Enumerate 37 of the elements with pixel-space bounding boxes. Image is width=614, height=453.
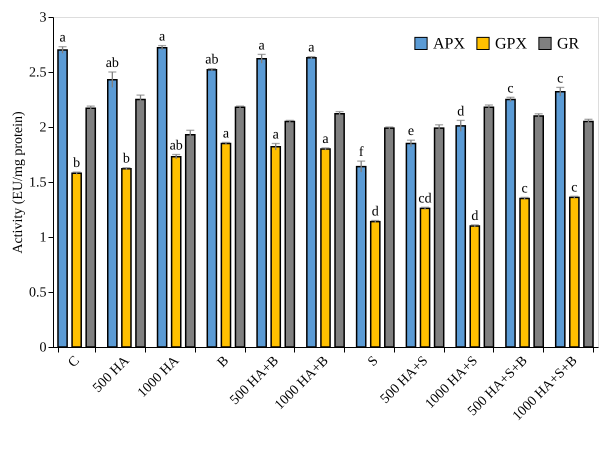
data-label: e (408, 124, 414, 140)
data-label: b (73, 156, 80, 172)
legend-label: GPX (495, 35, 528, 52)
y-tick-label: 1 (40, 230, 46, 246)
x-tick-label: B (214, 354, 232, 371)
data-label: f (358, 145, 364, 160)
data-label: d (457, 104, 464, 120)
data-label: ab (205, 52, 218, 68)
data-label: ab (170, 138, 183, 154)
data-label: d (471, 208, 478, 224)
legend-label: APX (433, 35, 466, 52)
data-label: a (222, 126, 230, 142)
data-label: b (122, 152, 130, 167)
data-label: a (308, 40, 316, 56)
data-label: a (59, 30, 66, 46)
data-label: a (258, 38, 266, 54)
x-tick-label: 500 HA (90, 352, 134, 396)
y-axis-title: Activity (EU/mg protein) (11, 111, 26, 254)
y-tick-label: 0 (40, 340, 46, 356)
x-tick-label: C (66, 354, 83, 371)
y-tick-label: 2 (40, 120, 46, 136)
data-label: c (571, 180, 578, 196)
data-label: a (158, 30, 166, 45)
y-tick-label: 3 (40, 10, 46, 26)
data-label: a (272, 128, 280, 142)
data-label: c (521, 181, 528, 196)
data-label: ab (106, 56, 119, 71)
x-tick-label: S (365, 354, 382, 370)
y-tick-label: 2.5 (29, 66, 46, 80)
y-tick-label: 1.5 (29, 176, 46, 190)
data-label: c (507, 81, 514, 96)
y-tick-label: 0.5 (29, 286, 46, 300)
data-label: d (372, 204, 379, 220)
data-label: cd (418, 191, 432, 206)
legend-label: GR (557, 35, 580, 52)
data-label: a (322, 132, 330, 147)
data-label: c (557, 71, 564, 86)
